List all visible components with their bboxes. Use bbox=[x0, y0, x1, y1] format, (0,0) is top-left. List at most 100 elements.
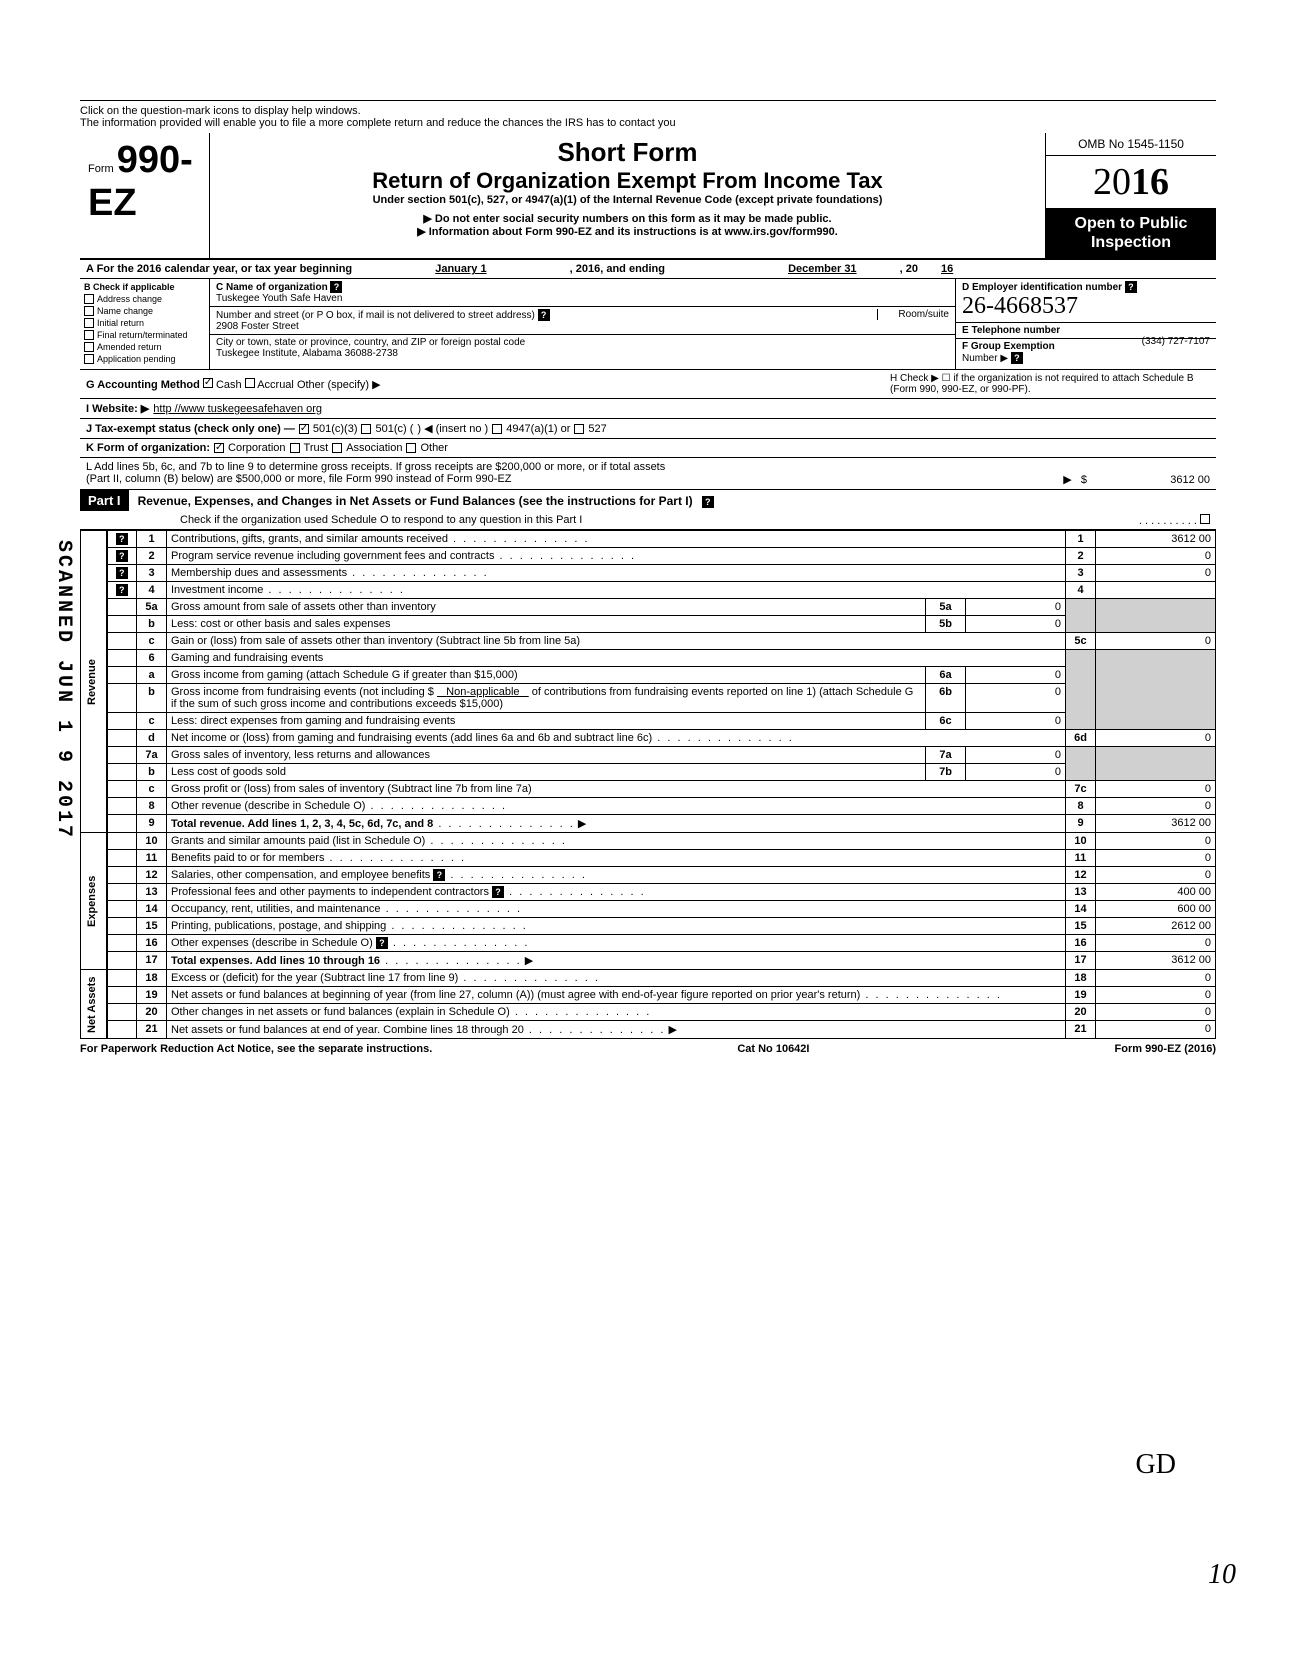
form-prefix: Form bbox=[88, 163, 114, 175]
other-specify: Other (specify) ▶ bbox=[297, 379, 381, 391]
netassets-side-label: Net Assets bbox=[81, 970, 107, 1039]
line-16-val: 0 bbox=[1096, 935, 1216, 952]
check-schedule-o[interactable] bbox=[1200, 514, 1210, 524]
line-1-desc: Contributions, gifts, grants, and simila… bbox=[171, 533, 448, 545]
help-line1: Click on the question-mark icons to disp… bbox=[80, 105, 1216, 117]
handwritten-id: 10 bbox=[1208, 1559, 1236, 1591]
section-de: D Employer identification number ? 26-46… bbox=[956, 279, 1216, 369]
ein-label: D Employer identification number bbox=[962, 282, 1122, 293]
check-address-change[interactable]: Address change bbox=[84, 294, 205, 304]
section-c: C Name of organization ? Tuskegee Youth … bbox=[210, 279, 956, 369]
line-a: A For the 2016 calendar year, or tax yea… bbox=[80, 260, 1216, 279]
line-13-val: 400 00 bbox=[1096, 884, 1216, 901]
line-g-h: G Accounting Method Cash Accrual Other (… bbox=[80, 370, 1216, 399]
section-b: B Check if applicable Address change Nam… bbox=[80, 279, 210, 369]
org-name-label: C Name of organization bbox=[216, 282, 328, 293]
ein-value: 26-4668537 bbox=[962, 293, 1078, 319]
form-number: 990-EZ bbox=[88, 139, 193, 224]
check-name-change[interactable]: Name change bbox=[84, 306, 205, 316]
website-label: I Website: ▶ bbox=[86, 402, 149, 415]
check-final-return[interactable]: Final return/terminated bbox=[84, 330, 205, 340]
help-icon[interactable]: ? bbox=[116, 550, 128, 562]
line-10-val: 0 bbox=[1096, 833, 1216, 850]
part-i-header: Part I Revenue, Expenses, and Changes in… bbox=[80, 490, 1216, 530]
line-2-val: 0 bbox=[1096, 548, 1216, 565]
check-assoc[interactable] bbox=[332, 443, 342, 453]
section-b-label: B Check if applicable bbox=[84, 282, 205, 292]
info-grid: B Check if applicable Address change Nam… bbox=[80, 279, 1216, 370]
part-i-label: Part I bbox=[80, 490, 129, 511]
help-line2: The information provided will enable you… bbox=[80, 117, 1216, 129]
check-cash[interactable] bbox=[203, 378, 213, 388]
part-i-sub: Check if the organization used Schedule … bbox=[80, 511, 1216, 529]
help-icon[interactable]: ? bbox=[1125, 281, 1137, 293]
check-4947[interactable] bbox=[492, 424, 502, 434]
check-501c[interactable] bbox=[361, 424, 371, 434]
org-name: Tuskegee Youth Safe Haven bbox=[216, 293, 342, 304]
line-4-val bbox=[1096, 582, 1216, 599]
line-l-text1: L Add lines 5b, 6c, and 7b to line 9 to … bbox=[86, 461, 1210, 473]
phone-label: E Telephone number bbox=[962, 325, 1060, 336]
line-a-yr: 16 bbox=[941, 263, 953, 275]
phone-value: (334) 727-7107 bbox=[1142, 336, 1210, 347]
check-initial-return[interactable]: Initial return bbox=[84, 318, 205, 328]
org-name-row: C Name of organization ? Tuskegee Youth … bbox=[210, 279, 955, 307]
line-8-val: 0 bbox=[1096, 798, 1216, 815]
group-exempt-label: F Group Exemption bbox=[962, 341, 1055, 352]
ein-row: D Employer identification number ? 26-46… bbox=[956, 279, 1216, 323]
line-a-end: December 31 bbox=[788, 263, 857, 275]
footer: For Paperwork Reduction Act Notice, see … bbox=[80, 1039, 1216, 1059]
subtitle: Under section 501(c), 527, or 4947(a)(1)… bbox=[218, 194, 1037, 206]
help-icon[interactable]: ? bbox=[116, 533, 128, 545]
city-row: City or town, state or province, country… bbox=[210, 335, 955, 361]
form-header: Form 990-EZ Short Form Return of Organiz… bbox=[80, 133, 1216, 260]
line-a-begin: January 1 bbox=[435, 263, 486, 275]
check-trust[interactable] bbox=[290, 443, 300, 453]
omb-cell: OMB No 1545-1150 20201616 Open to Public… bbox=[1046, 133, 1216, 258]
line-7c-val: 0 bbox=[1096, 781, 1216, 798]
help-hint: Click on the question-mark icons to disp… bbox=[80, 100, 1216, 133]
line-12-val: 0 bbox=[1096, 867, 1216, 884]
check-other-org[interactable] bbox=[406, 443, 416, 453]
help-icon[interactable]: ? bbox=[116, 584, 128, 596]
help-icon[interactable]: ? bbox=[433, 869, 445, 881]
line-1-box: 1 bbox=[1066, 531, 1096, 548]
street-label: Number and street (or P O box, if mail i… bbox=[216, 310, 535, 321]
line-3-val: 0 bbox=[1096, 565, 1216, 582]
street-value: 2908 Foster Street bbox=[216, 321, 299, 332]
city-value: Tuskegee Institute, Alabama 36088-2738 bbox=[216, 348, 398, 359]
scanned-stamp: SCANNED JUN 1 9 2017 bbox=[52, 540, 75, 840]
help-icon[interactable]: ? bbox=[538, 309, 550, 321]
footer-left: For Paperwork Reduction Act Notice, see … bbox=[80, 1043, 432, 1055]
check-amended-return[interactable]: Amended return bbox=[84, 342, 205, 352]
open-public-badge: Open to Public Inspection bbox=[1046, 208, 1216, 258]
title-cell: Short Form Return of Organization Exempt… bbox=[210, 133, 1046, 258]
line-a-suffix: , 20 bbox=[900, 263, 918, 275]
line-21-val: 0 bbox=[1096, 1021, 1216, 1039]
line-6d-val: 0 bbox=[1096, 730, 1216, 747]
line-l-value: 3612 00 bbox=[1090, 474, 1210, 486]
line-15-val: 2612 00 bbox=[1096, 918, 1216, 935]
help-icon[interactable]: ? bbox=[492, 886, 504, 898]
room-label: Room/suite bbox=[877, 309, 949, 320]
line-k-label: K Form of organization: bbox=[86, 442, 210, 454]
check-corp[interactable] bbox=[214, 443, 224, 453]
line-a-mid: , 2016, and ending bbox=[570, 263, 665, 275]
help-icon[interactable]: ? bbox=[1011, 352, 1023, 364]
help-icon[interactable]: ? bbox=[376, 937, 388, 949]
group-exempt-arrow: Number ▶ bbox=[962, 353, 1008, 364]
line-j: J Tax-exempt status (check only one) — 5… bbox=[80, 419, 1216, 439]
line-l: L Add lines 5b, 6c, and 7b to line 9 to … bbox=[80, 458, 1216, 490]
no-ssn-notice: ▶ Do not enter social security numbers o… bbox=[218, 212, 1037, 225]
check-app-pending[interactable]: Application pending bbox=[84, 354, 205, 364]
check-accrual[interactable] bbox=[245, 378, 255, 388]
check-501c3[interactable] bbox=[299, 424, 309, 434]
help-icon[interactable]: ? bbox=[116, 567, 128, 579]
help-icon[interactable]: ? bbox=[702, 496, 714, 508]
line-l-text2: (Part II, column (B) below) are $500,000… bbox=[86, 473, 512, 486]
line-17-val: 3612 00 bbox=[1096, 952, 1216, 970]
check-527[interactable] bbox=[574, 424, 584, 434]
footer-mid: Cat No 10642I bbox=[737, 1043, 809, 1055]
help-icon[interactable]: ? bbox=[330, 281, 342, 293]
line-i: I Website: ▶ http //www tuskegeesafehave… bbox=[80, 399, 1216, 419]
